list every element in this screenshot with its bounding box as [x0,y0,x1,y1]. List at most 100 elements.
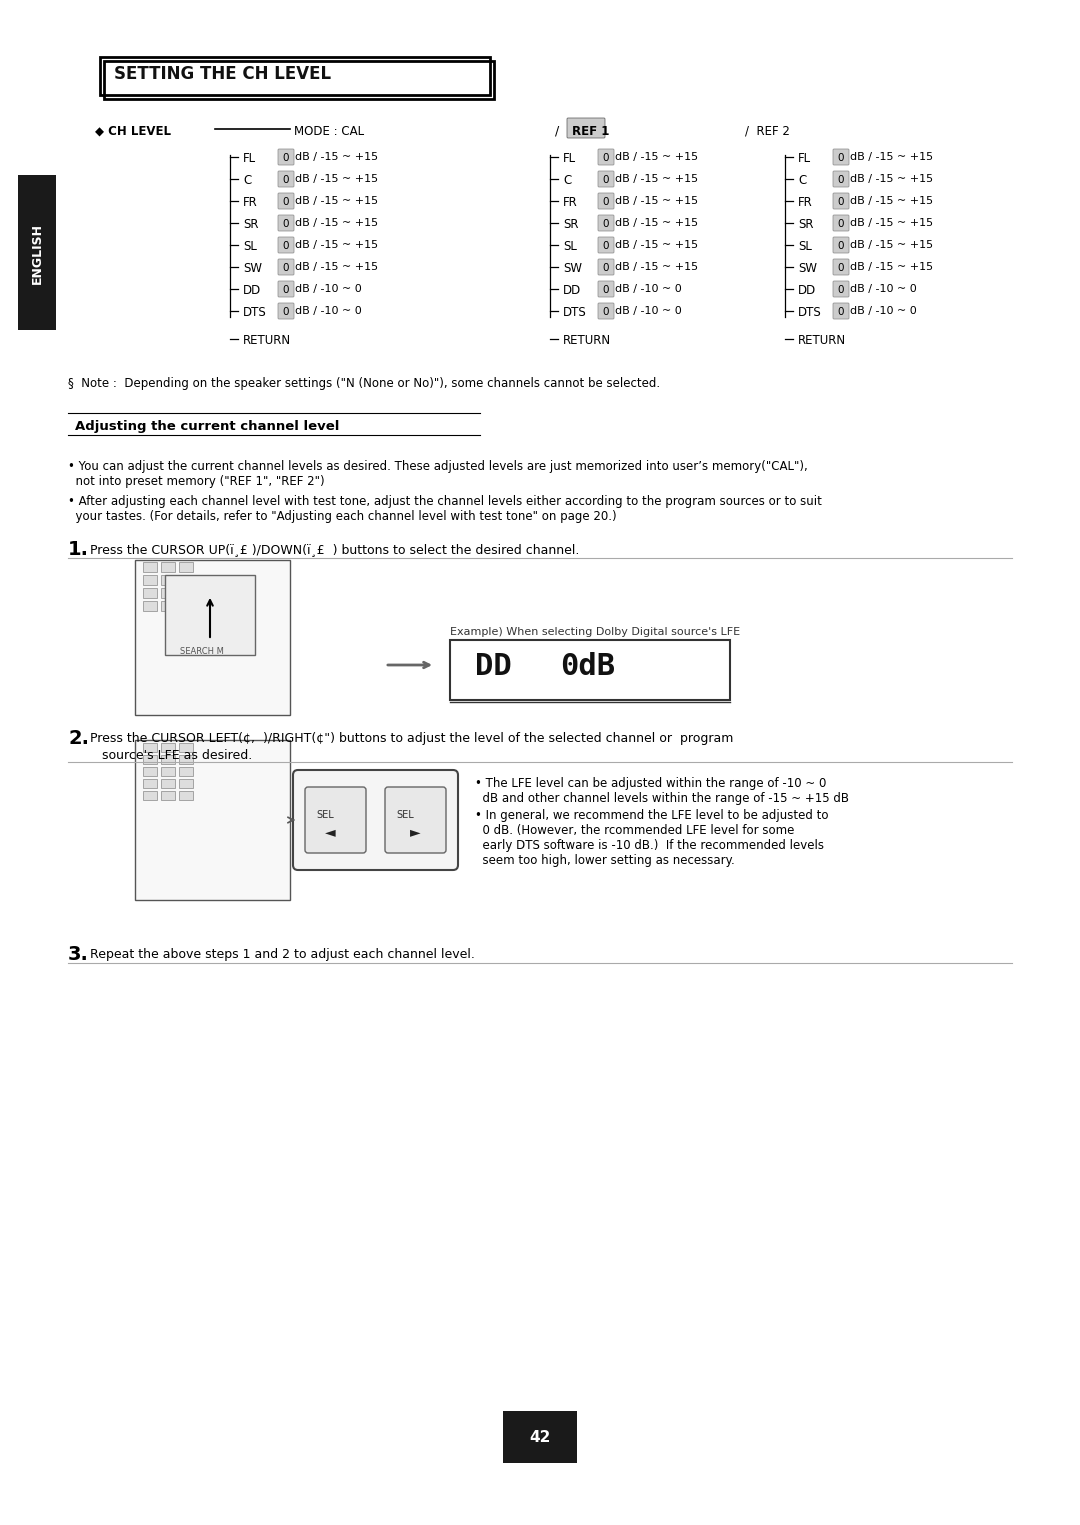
Text: dB / -15 ~ +15: dB / -15 ~ +15 [295,174,378,185]
Text: 0: 0 [603,241,609,252]
Text: 0: 0 [838,197,845,207]
Text: RETURN: RETURN [563,334,611,348]
Bar [135,740,291,900]
FancyBboxPatch shape [278,149,294,165]
Text: RETURN: RETURN [798,334,846,348]
FancyBboxPatch shape [278,236,294,253]
Text: dB / -15 ~ +15: dB / -15 ~ +15 [850,174,933,185]
Text: Press the CURSOR LEFT(¢,  )/RIGHT(¢") buttons to adjust the level of the selecte: Press the CURSOR LEFT(¢, )/RIGHT(¢") but… [90,732,733,746]
Text: dB / -10 ~ 0: dB / -10 ~ 0 [295,307,362,316]
Text: 0: 0 [283,175,289,185]
Bar [161,779,175,788]
Text: dB / -15 ~ +15: dB / -15 ~ +15 [615,239,698,250]
Text: dB / -15 ~ +15: dB / -15 ~ +15 [615,218,698,229]
Bar [450,640,730,700]
FancyBboxPatch shape [833,194,849,209]
FancyBboxPatch shape [833,171,849,188]
FancyBboxPatch shape [278,215,294,230]
Text: 0: 0 [603,152,609,163]
Text: 3.: 3. [68,946,89,964]
Bar [143,743,157,752]
Text: dB / -10 ~ 0: dB / -10 ~ 0 [615,284,681,294]
Text: 2.: 2. [68,729,89,747]
Text: • After adjusting each channel level with test tone, adjust the channel levels e: • After adjusting each channel level wit… [68,496,822,523]
Text: C: C [243,174,252,188]
FancyBboxPatch shape [598,194,615,209]
Text: dB / -10 ~ 0: dB / -10 ~ 0 [295,284,362,294]
Text: dB / -15 ~ +15: dB / -15 ~ +15 [295,218,378,229]
FancyBboxPatch shape [598,215,615,230]
Text: ◆ CH LEVEL: ◆ CH LEVEL [95,125,171,137]
FancyBboxPatch shape [598,149,615,165]
Text: 0: 0 [283,220,289,229]
Text: FR: FR [563,197,578,209]
Text: dB / -10 ~ 0: dB / -10 ~ 0 [850,307,917,316]
FancyBboxPatch shape [598,303,615,319]
Bar [143,779,157,788]
Text: dB / -15 ~ +15: dB / -15 ~ +15 [295,239,378,250]
Text: dB / -15 ~ +15: dB / -15 ~ +15 [295,197,378,206]
Text: 0: 0 [838,241,845,252]
Bar [179,767,193,776]
Bar [161,589,175,598]
Text: 0: 0 [603,175,609,185]
Bar [100,56,490,95]
Text: 0: 0 [838,285,845,294]
Text: FL: FL [798,152,811,165]
Text: RETURN: RETURN [243,334,292,348]
Text: SL: SL [798,239,812,253]
FancyBboxPatch shape [598,281,615,297]
FancyBboxPatch shape [833,236,849,253]
Text: MODE : CAL: MODE : CAL [294,125,364,137]
Bar [179,575,193,586]
Text: • In general, we recommend the LFE level to be adjusted to
  0 dB. (However, the: • In general, we recommend the LFE level… [475,808,828,868]
FancyBboxPatch shape [278,194,294,209]
Text: ◄: ◄ [325,825,335,839]
Text: dB / -10 ~ 0: dB / -10 ~ 0 [850,284,917,294]
Text: C: C [798,174,807,188]
Text: SEL: SEL [396,810,414,820]
Bar [143,791,157,801]
Text: REF 1: REF 1 [572,125,609,137]
Bar [161,601,175,612]
Text: dB / -15 ~ +15: dB / -15 ~ +15 [850,262,933,271]
Bar [179,589,193,598]
Text: dB / -15 ~ +15: dB / -15 ~ +15 [615,174,698,185]
Text: SW: SW [563,262,582,274]
FancyBboxPatch shape [598,171,615,188]
FancyBboxPatch shape [833,259,849,274]
Bar [161,575,175,586]
Text: dB / -15 ~ +15: dB / -15 ~ +15 [615,152,698,162]
Text: dB / -15 ~ +15: dB / -15 ~ +15 [850,152,933,162]
Text: dB / -15 ~ +15: dB / -15 ~ +15 [295,152,378,162]
Text: /  REF 2: / REF 2 [745,125,789,137]
FancyBboxPatch shape [598,259,615,274]
Text: §  Note :  Depending on the speaker settings ("N (None or No)"), some channels c: § Note : Depending on the speaker settin… [68,377,660,390]
Bar [143,589,157,598]
FancyBboxPatch shape [278,281,294,297]
Bar [179,601,193,612]
Bar [503,1411,577,1462]
Text: DTS: DTS [798,307,822,319]
Text: SR: SR [798,218,813,230]
Text: dB / -15 ~ +15: dB / -15 ~ +15 [850,197,933,206]
FancyBboxPatch shape [833,281,849,297]
Text: SL: SL [243,239,257,253]
Text: • The LFE level can be adjusted within the range of -10 ~ 0
  dB and other chann: • The LFE level can be adjusted within t… [475,778,849,805]
Text: DD: DD [563,284,581,297]
Bar [143,601,157,612]
Text: dB / -15 ~ +15: dB / -15 ~ +15 [850,218,933,229]
Text: FL: FL [563,152,576,165]
Text: SW: SW [798,262,816,274]
Text: /: / [555,125,559,137]
Text: SEL: SEL [316,810,334,820]
Bar [161,743,175,752]
Text: C: C [563,174,571,188]
Text: DTS: DTS [563,307,586,319]
Bar [104,61,494,99]
Bar [161,755,175,764]
FancyBboxPatch shape [293,770,458,869]
FancyBboxPatch shape [278,259,294,274]
Text: dB / -15 ~ +15: dB / -15 ~ +15 [850,239,933,250]
Text: SL: SL [563,239,577,253]
